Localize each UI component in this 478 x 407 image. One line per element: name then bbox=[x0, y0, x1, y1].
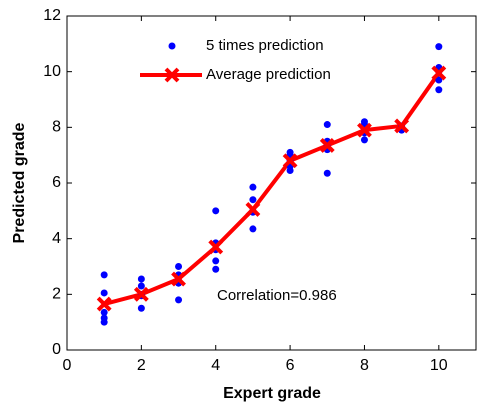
point bbox=[249, 225, 257, 233]
marker bbox=[208, 239, 224, 255]
point bbox=[212, 265, 220, 273]
marker bbox=[431, 65, 447, 81]
marker bbox=[282, 153, 298, 169]
point bbox=[100, 318, 108, 326]
y-tick-label: 0 bbox=[52, 341, 61, 358]
point bbox=[137, 282, 145, 290]
x-tick-label: 0 bbox=[63, 357, 72, 374]
legend-marker bbox=[164, 67, 180, 83]
point bbox=[175, 263, 183, 270]
marker bbox=[357, 122, 372, 138]
legend-marker bbox=[168, 42, 176, 50]
marker bbox=[171, 271, 186, 287]
x-tick-label: 2 bbox=[137, 357, 146, 374]
x-tick-label: 8 bbox=[360, 357, 369, 374]
x-tick-label: 10 bbox=[430, 357, 448, 374]
y-axis-label: Predicted grade bbox=[11, 122, 28, 243]
x-axis-label: Expert grade bbox=[223, 385, 321, 402]
x-tick-label: 4 bbox=[211, 357, 220, 374]
y-tick-label: 10 bbox=[43, 63, 61, 80]
point bbox=[435, 76, 443, 84]
marker bbox=[394, 118, 410, 134]
point bbox=[323, 121, 331, 129]
y-tick-label: 8 bbox=[52, 119, 61, 136]
y-tick-label: 6 bbox=[52, 174, 61, 191]
annotation: Correlation=0.986 bbox=[217, 287, 337, 304]
legend-label: 5 times prediction bbox=[206, 37, 324, 54]
legend-label: Average prediction bbox=[206, 66, 331, 83]
point bbox=[286, 166, 294, 174]
point bbox=[137, 275, 145, 283]
point bbox=[137, 304, 145, 312]
point bbox=[435, 43, 443, 51]
point bbox=[100, 289, 108, 297]
marker bbox=[245, 202, 261, 217]
series-line bbox=[103, 71, 441, 307]
point bbox=[100, 308, 108, 316]
x-tick-label: 6 bbox=[286, 357, 295, 374]
point bbox=[100, 271, 108, 279]
point bbox=[175, 296, 183, 304]
y-tick-label: 12 bbox=[43, 7, 61, 24]
y-tick-label: 2 bbox=[52, 286, 61, 303]
point bbox=[212, 207, 220, 215]
point bbox=[212, 257, 220, 265]
point bbox=[249, 183, 257, 191]
marker bbox=[96, 296, 112, 312]
point bbox=[360, 136, 368, 144]
point bbox=[435, 86, 443, 94]
point bbox=[249, 196, 257, 204]
marker bbox=[319, 138, 335, 153]
point bbox=[323, 169, 331, 177]
y-tick-label: 4 bbox=[52, 230, 61, 247]
marker bbox=[133, 286, 149, 302]
